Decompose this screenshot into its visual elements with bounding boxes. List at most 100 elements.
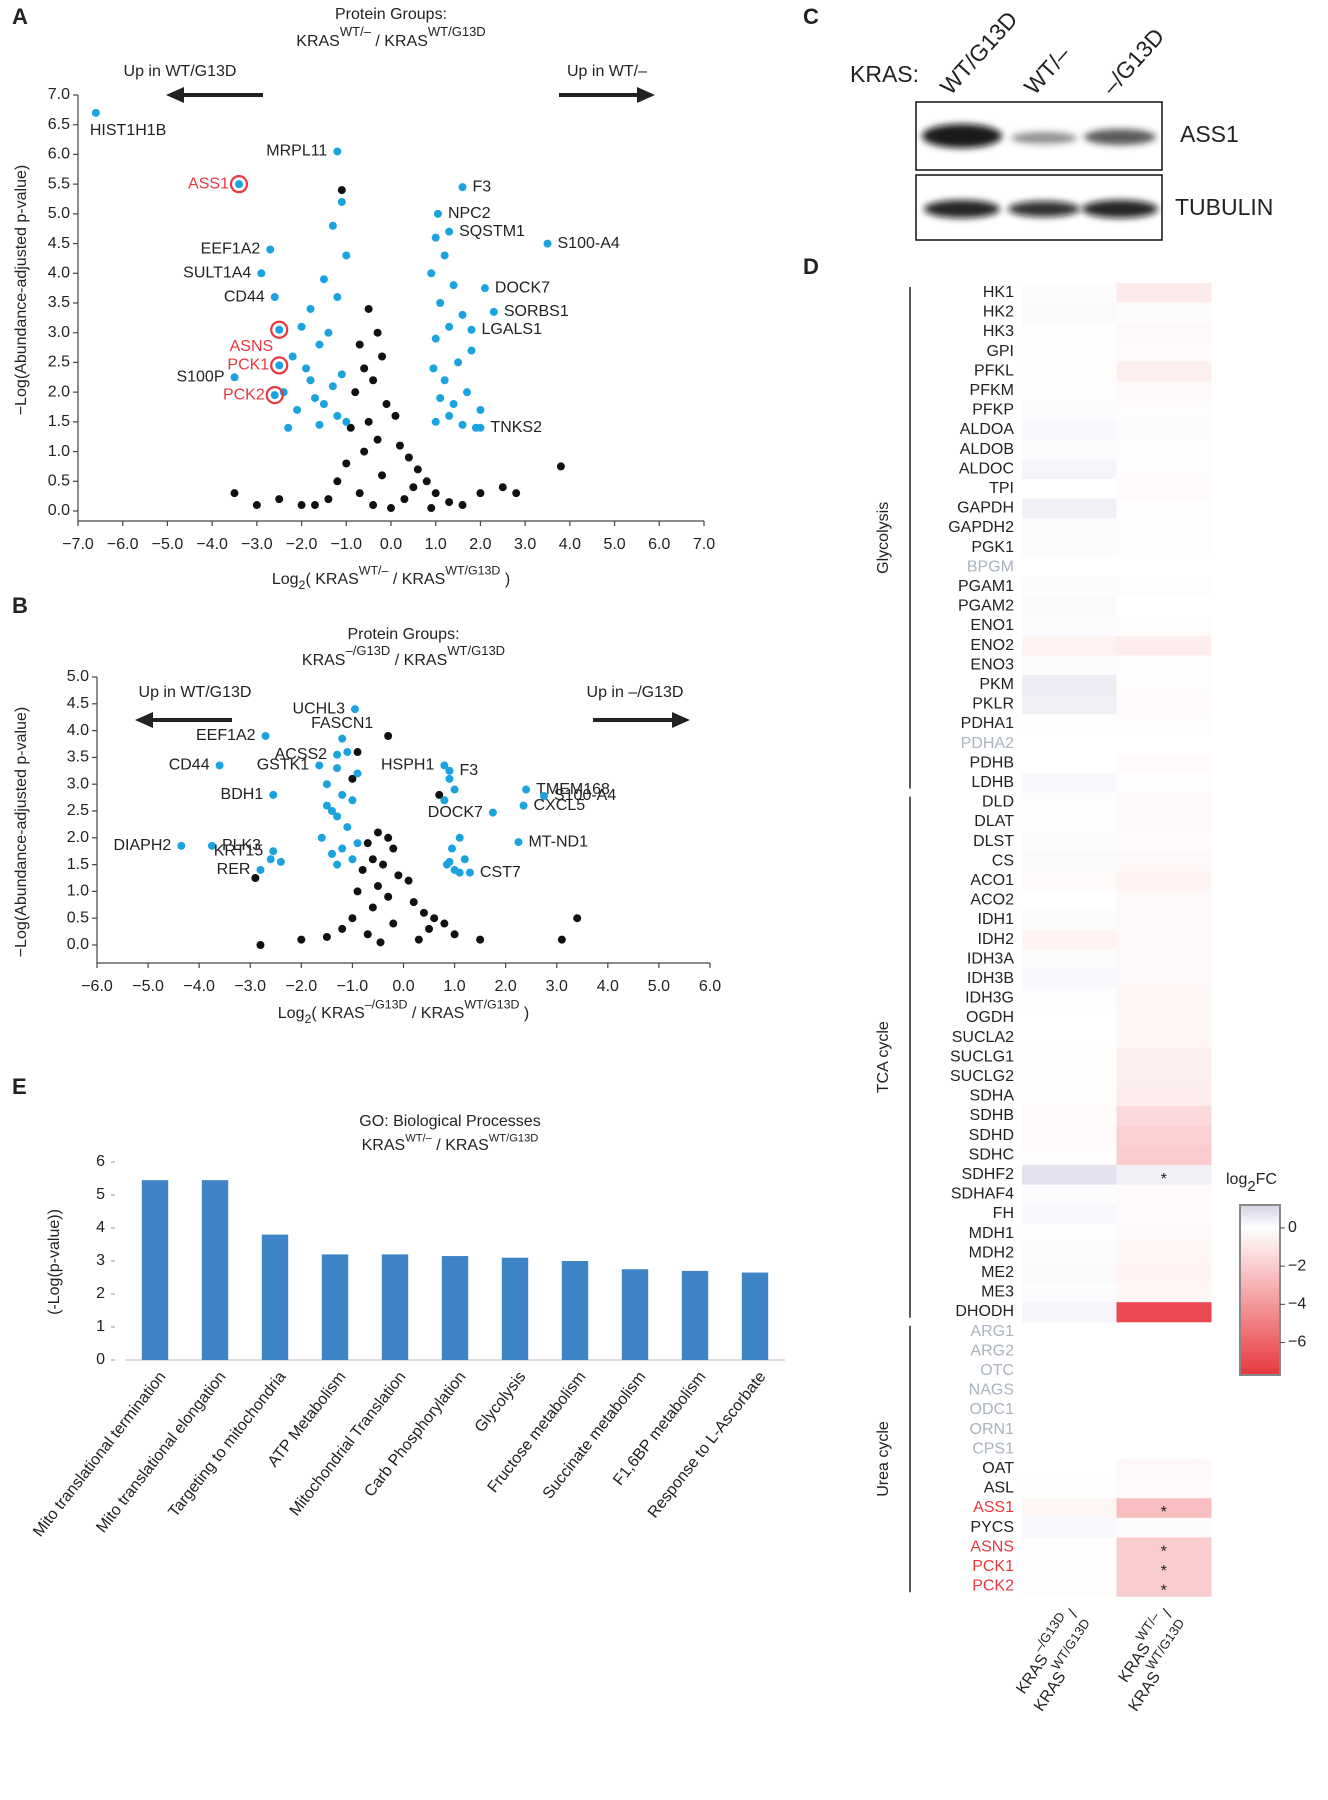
subscript: 2 [304,1012,311,1026]
point [269,847,278,856]
heatmap-cell [1116,890,1212,911]
point [315,340,324,349]
supscript: WT/G13D [489,1132,539,1144]
x-tick-label: Response to L-Ascorbate [645,1369,770,1522]
point [333,411,342,420]
supscript: WT/G13D [428,25,486,40]
row-label: IDH3A [967,950,1014,967]
y-tick-label: 3 [96,1252,105,1269]
heatmap-cell [1116,459,1212,480]
heatmap-cell [1116,1282,1212,1303]
point [431,489,440,498]
panel-label: E [12,1074,27,1099]
x-tick-label: −1.0 [330,536,362,553]
text-segment: KRAS [362,1137,406,1154]
x-tick-label: 1.0 [425,536,447,553]
significance-mark: * [1161,1504,1167,1521]
row-label: DLST [973,833,1014,850]
point [256,865,265,874]
text-segment: / KRAS [432,1137,489,1154]
point [230,489,239,498]
point-label: LGALS1 [481,321,542,338]
x-tick-label: 6.0 [699,978,721,995]
y-tick-label: 1.5 [48,413,70,430]
band [924,200,1000,218]
x-tick-label: −3.0 [241,536,273,553]
point [409,483,418,492]
y-axis-label: −Log(Abundance-adjusted p-value) [13,165,30,415]
note: Up in WT/– [567,63,647,80]
row-label: SUCLG1 [950,1048,1014,1065]
row-label: SDHA [970,1088,1015,1105]
y-tick-label: 5 [96,1186,105,1203]
point [338,734,347,743]
lane-label: WT/– [1019,41,1075,99]
highlight-ring [265,386,284,405]
x-tick-label: −5.0 [152,536,184,553]
row-label: ARG1 [970,1323,1014,1340]
point-label: GSTK1 [257,757,310,774]
row-label: OAT [982,1460,1014,1477]
group-label: TCA cycle [875,1021,892,1093]
x-tick-label: −6.0 [81,978,113,995]
point-label: S100-A4 [554,787,616,804]
row-label: GPI [986,343,1014,360]
y-tick-label: 5.0 [67,668,89,685]
heatmap-cell [1022,1478,1117,1499]
note: Up in WT/G13D [139,684,252,701]
point [476,423,485,432]
point [369,501,378,510]
supscript: –/G13D [365,998,408,1012]
point [251,874,260,882]
heatmap-cell [1022,714,1117,735]
heatmap-cell [1116,479,1212,500]
row-label: ACO2 [970,892,1014,909]
point-label: S100P [176,369,224,386]
chart-subtitle: KRAS–/G13D / KRASWT/G13D [302,644,505,670]
point [324,495,333,504]
text-segment: KRAS [302,652,346,669]
row-label: IDH3G [965,990,1014,1007]
row-label: GAPDH [957,500,1014,517]
point [270,293,279,302]
heatmap-cell [1116,988,1212,1009]
point [373,882,382,891]
colorbar [1239,1204,1281,1376]
row-label: DHODH [955,1303,1014,1320]
point [333,764,342,773]
row-label: PCK1 [972,1558,1014,1575]
row-label: CS [992,852,1014,869]
point [440,796,449,805]
x-tick-label: −2.0 [286,536,318,553]
y-tick-label: 5.5 [48,175,70,192]
bar [501,1257,529,1360]
text-segment: ) [519,1005,529,1022]
heatmap-cell [1022,1557,1117,1578]
heatmap-cell [1022,1282,1117,1303]
heatmap-cell [1116,714,1212,735]
point [512,489,521,498]
point [430,914,439,923]
row-label: ENO3 [970,656,1014,673]
y-tick-label: 0.0 [67,936,89,953]
y-tick-label: 4.0 [48,265,70,282]
point [431,417,440,426]
heatmap-cell [1022,1459,1117,1480]
row-label: PFKP [972,402,1014,419]
significance-mark: * [1161,1543,1167,1560]
x-tick-label: Targeting to mitochondria [165,1369,289,1521]
heatmap-cell [1116,1537,1212,1558]
heatmap-cell [1022,596,1117,617]
x-tick-label: Succinate metabolism [540,1369,650,1503]
row-label: SDHB [970,1107,1014,1124]
heatmap-cell [1116,1498,1212,1519]
x-tick-label: −4.0 [196,536,228,553]
y-tick-label: 4 [96,1219,105,1236]
row-label: IDH3B [967,970,1014,987]
text-segment: ( KRAS [311,1005,364,1022]
point [440,376,449,385]
heatmap-cell [1116,1165,1212,1186]
heatmap-cell [1116,1106,1212,1127]
arrow-head [135,712,153,728]
y-axis-label: −Log(Abundance-adjusted p-value) [13,707,30,957]
